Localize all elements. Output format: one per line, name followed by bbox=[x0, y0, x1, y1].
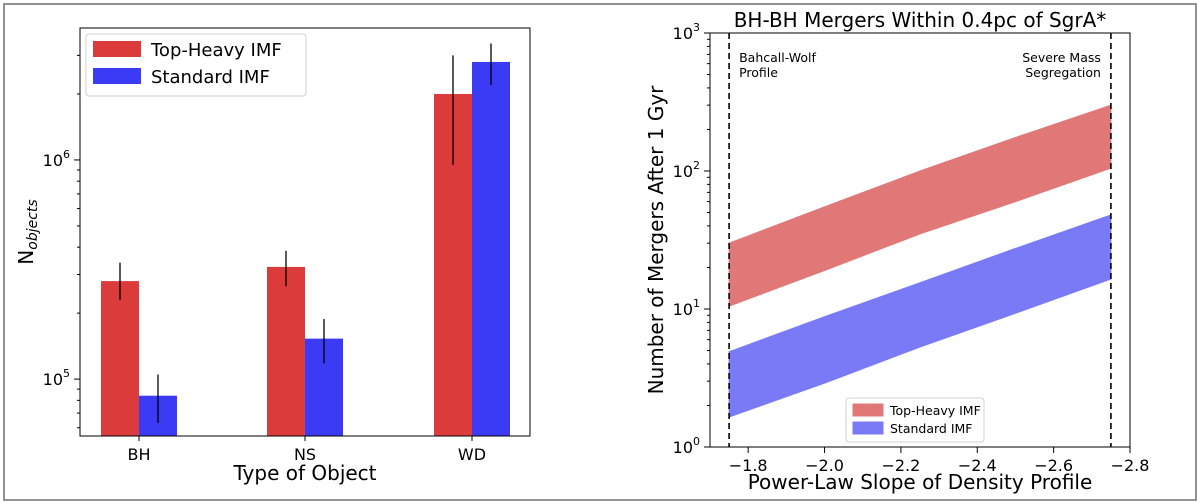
right-x-axis-label: Power-Law Slope of Density Profile bbox=[748, 470, 1093, 494]
legend-label: Top-Heavy IMF bbox=[889, 403, 981, 418]
annotation-text: Severe Mass bbox=[1022, 50, 1101, 65]
y-tick-label: 102 bbox=[673, 159, 700, 181]
annotation-text: Profile bbox=[739, 65, 778, 80]
x-tick-label: NS bbox=[294, 445, 316, 464]
y-tick-label: 100 bbox=[673, 435, 700, 457]
right-axes-frame bbox=[709, 32, 1131, 448]
right-ticks: −1.8 −2.0 −2.2 −2.4 −2.6 −2.8 100 101 102 103 bbox=[673, 21, 1150, 475]
bar bbox=[472, 61, 510, 437]
bar bbox=[101, 281, 139, 436]
x-tick-label: WD bbox=[458, 445, 486, 464]
legend-label: Standard IMF bbox=[151, 67, 270, 88]
legend-label: Standard IMF bbox=[890, 421, 973, 436]
left-x-axis-label: Type of Object bbox=[232, 461, 376, 485]
y-tick-label: 103 bbox=[673, 21, 700, 43]
legend-swatch bbox=[852, 403, 884, 417]
reference-lines bbox=[728, 33, 1112, 447]
left-y-axis-label: Nobjects bbox=[14, 199, 41, 264]
right-legend: Top-Heavy IMF Standard IMF bbox=[845, 397, 985, 443]
bar-chart-panel: BH NS WD 105 106 Top-Heavy IMF Standard IMF T… bbox=[14, 27, 531, 485]
left-ticks: BH NS WD 105 106 bbox=[43, 54, 486, 464]
x-tick-label: −2.0 bbox=[805, 456, 844, 475]
chart-title: BH-BH Mergers Within 0.4pc of SgrA* bbox=[734, 8, 1107, 32]
y-tick-label: 106 bbox=[43, 148, 70, 170]
bar bbox=[267, 266, 305, 436]
left-legend: Top-Heavy IMF Standard IMF bbox=[85, 33, 307, 97]
x-tick-label: −2.8 bbox=[1111, 456, 1150, 475]
error-bar-group bbox=[119, 43, 492, 424]
x-tick-label: −2.6 bbox=[1034, 456, 1073, 475]
x-tick-label: −1.8 bbox=[729, 456, 768, 475]
x-tick-label: −2.4 bbox=[958, 456, 997, 475]
legend-swatch bbox=[93, 41, 141, 57]
y-tick-label: 105 bbox=[43, 367, 70, 389]
legend-label: Top-Heavy IMF bbox=[150, 40, 282, 61]
x-tick-label: BH bbox=[127, 445, 150, 464]
annotation-text: Segregation bbox=[1025, 65, 1101, 80]
right-y-axis-label: Number of Mergers After 1 Gyr bbox=[644, 85, 668, 395]
annotation-text: Bahcall-Wolf bbox=[739, 50, 816, 65]
legend-swatch bbox=[93, 68, 141, 84]
legend-swatch bbox=[852, 421, 884, 435]
y-tick-label: 101 bbox=[673, 297, 700, 319]
x-tick-label: −2.2 bbox=[881, 456, 920, 475]
